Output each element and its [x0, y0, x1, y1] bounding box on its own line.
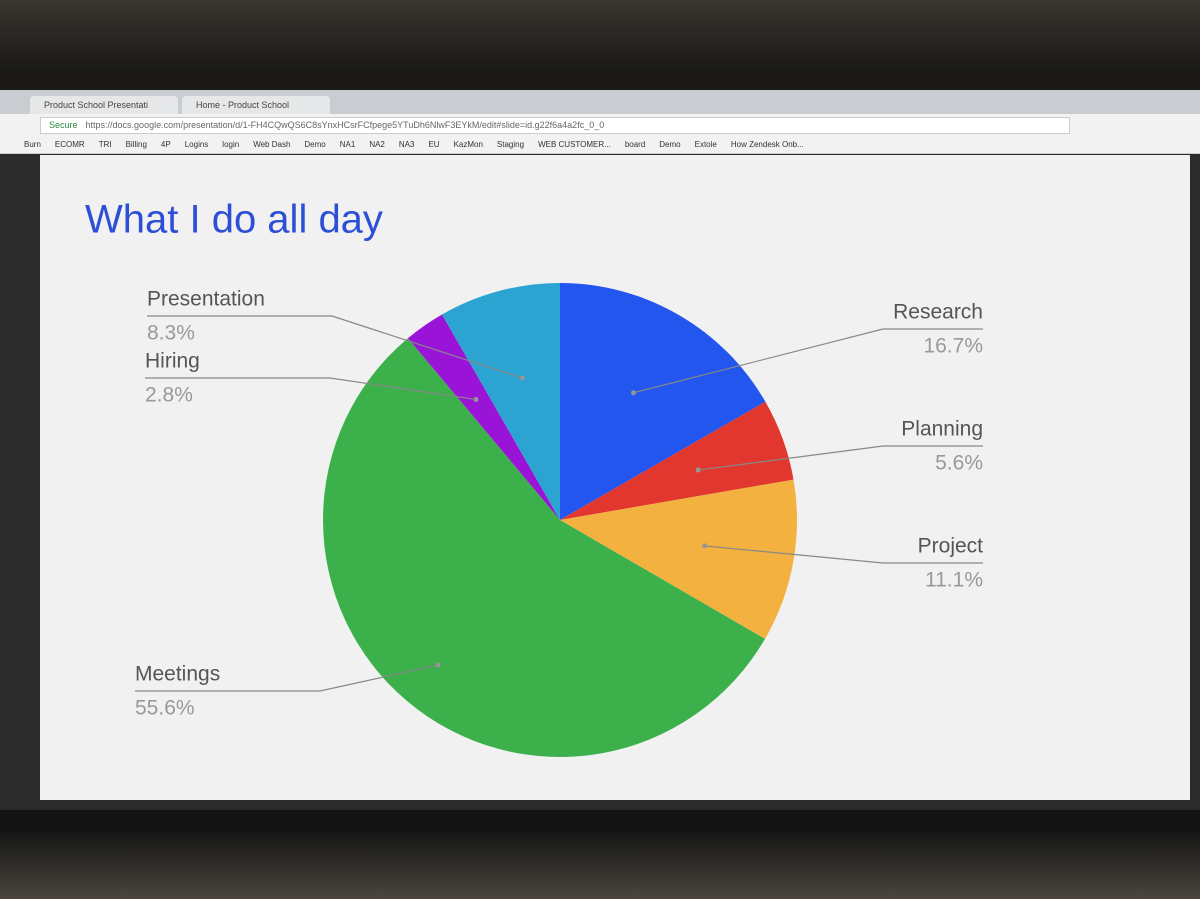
- tab[interactable]: Home - Product School: [182, 96, 330, 114]
- bookmark[interactable]: EU: [428, 140, 440, 149]
- leader-line: [698, 445, 983, 471]
- pie-slice: [323, 338, 765, 757]
- bookmark[interactable]: How Zendesk Onb...: [730, 140, 804, 149]
- value-label: 11.1%: [925, 569, 983, 592]
- bookmark[interactable]: board: [624, 140, 646, 149]
- value-label: 16.7%: [923, 335, 983, 358]
- value-label: 55.6%: [135, 697, 195, 720]
- address-bar: Secure https://docs.google.com/presentat…: [0, 114, 1200, 136]
- pie-slice: [560, 401, 794, 520]
- pie-slice: [442, 283, 560, 520]
- pie-slice: [560, 479, 797, 639]
- tab[interactable]: Product School Presentati: [30, 96, 178, 114]
- value-label: 5.6%: [935, 452, 983, 475]
- slice-label: Meetings: [135, 663, 220, 686]
- bookmark[interactable]: Logins: [184, 140, 209, 149]
- bookmark[interactable]: Demo: [659, 140, 681, 149]
- screen: Product School Presentati Home - Product…: [0, 90, 1200, 810]
- url: https://docs.google.com/presentation/d/1…: [85, 120, 605, 130]
- bookmark[interactable]: ECOMR: [54, 140, 85, 149]
- leader-line: [145, 377, 477, 401]
- bookmark[interactable]: Extole: [694, 140, 717, 149]
- slice-label: Research: [893, 301, 983, 324]
- bookmark[interactable]: NA2: [369, 140, 385, 149]
- slice-label: Project: [918, 535, 984, 558]
- leader-line: [135, 664, 439, 692]
- leader-line: [147, 315, 523, 379]
- value-label: 8.3%: [147, 322, 195, 345]
- bookmark[interactable]: KazMon: [453, 140, 483, 149]
- secure-label: Secure: [49, 120, 78, 130]
- leader-line: [633, 328, 983, 394]
- chart-title: What I do all day: [85, 198, 383, 242]
- leader-line: [704, 545, 983, 564]
- value-label: 2.8%: [145, 384, 193, 407]
- bookmark[interactable]: NA1: [339, 140, 356, 149]
- bookmark[interactable]: TRI: [98, 140, 112, 149]
- pie-slice: [560, 283, 766, 520]
- bookmark[interactable]: Staging: [496, 140, 525, 149]
- slice-label: Hiring: [145, 350, 200, 373]
- bookmark[interactable]: Demo: [304, 140, 326, 149]
- bookmark[interactable]: Billing: [125, 140, 147, 149]
- tab-strip: Product School Presentati Home - Product…: [0, 90, 1200, 114]
- slice-label: Presentation: [147, 288, 265, 311]
- pie-slice: [407, 314, 560, 520]
- slice-label: Planning: [901, 418, 983, 441]
- bookmark[interactable]: WEB CUSTOMER...: [538, 140, 611, 149]
- omnibox[interactable]: Secure https://docs.google.com/presentat…: [40, 116, 1070, 134]
- bookmark[interactable]: 4P: [160, 140, 171, 149]
- bookmark[interactable]: Web Dash: [253, 140, 291, 149]
- bookmarks-bar: Burn ECOMR TRI Billing 4P Logins login Web Dash…: [0, 136, 1200, 154]
- bookmark[interactable]: NA3: [398, 140, 415, 149]
- bookmark[interactable]: Burn: [24, 140, 41, 149]
- bookmark[interactable]: login: [222, 140, 240, 149]
